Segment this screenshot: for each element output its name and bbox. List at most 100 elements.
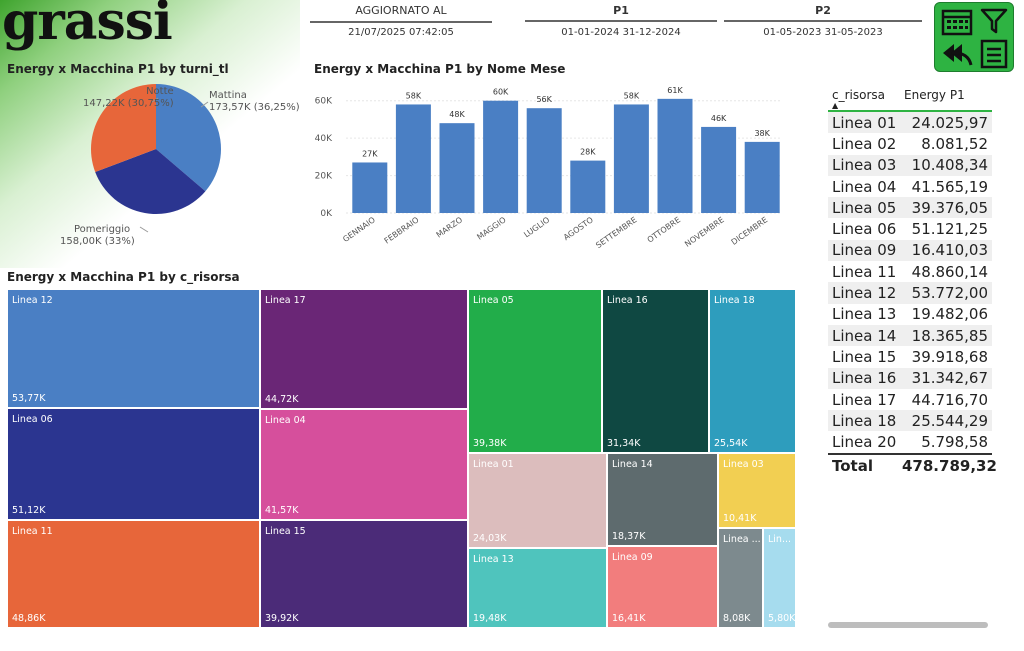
- table-row[interactable]: Linea 04 41.565,19: [828, 176, 992, 197]
- table-row[interactable]: Linea 09 16.410,03: [828, 239, 992, 262]
- treemap-tile-label: Linea 03: [723, 459, 764, 470]
- treemap-tile[interactable]: Linea 03 10,41K: [718, 453, 796, 528]
- p2-divider: [724, 20, 922, 22]
- bar-agosto[interactable]: [570, 160, 606, 213]
- table-row[interactable]: Linea 02 8.081,52: [828, 133, 992, 154]
- treemap-tile-label: Linea ...: [723, 534, 761, 545]
- treemap-tile-value: 53,77K: [12, 393, 46, 404]
- treemap-tile[interactable]: Linea 06 51,12K: [7, 408, 260, 520]
- table-row[interactable]: Linea 05 39.376,05: [828, 197, 992, 219]
- back-arrow-icon[interactable]: [940, 40, 974, 68]
- table-row[interactable]: Linea 01 24.025,97: [828, 112, 992, 134]
- bar-settembre[interactable]: [613, 104, 649, 213]
- p1-value[interactable]: 01-01-2024 31-12-2024: [561, 27, 681, 38]
- treemap-tile[interactable]: Linea 16 31,34K: [602, 289, 709, 453]
- filter-icon[interactable]: [979, 7, 1009, 35]
- treemap-tile-label: Linea 12: [12, 295, 53, 306]
- bar-luglio[interactable]: [526, 108, 562, 213]
- treemap-tile-value: 48,86K: [12, 613, 46, 624]
- treemap-tile[interactable]: Linea 14 18,37K: [607, 453, 718, 546]
- treemap-tile-label: Lin...: [768, 534, 792, 545]
- grassi-logo: grassi: [2, 0, 173, 52]
- table-row[interactable]: Linea 14 18.365,85: [828, 324, 992, 347]
- bar-data-label: 60K: [493, 88, 509, 97]
- treemap-tile-label: Linea 01: [473, 459, 514, 470]
- table-row[interactable]: Linea 03 10.408,34: [828, 154, 992, 176]
- x-tick-label: NOVEMBRE: [683, 215, 726, 249]
- table-cell-risorsa: Linea 12: [832, 284, 897, 303]
- table-row[interactable]: Linea 13 19.482,06: [828, 304, 992, 325]
- table-row[interactable]: Linea 11 48.860,14: [828, 261, 992, 282]
- updated-card: AGGIORNATO AL 21/07/2025 07:42:05: [310, 4, 492, 38]
- table-row[interactable]: Linea 12 53.772,00: [828, 282, 992, 304]
- treemap-tile[interactable]: Linea 18 25,54K: [709, 289, 796, 453]
- clear-filter-icon[interactable]: [979, 38, 1009, 70]
- treemap-tile[interactable]: Linea 04 41,57K: [260, 409, 468, 520]
- table-row[interactable]: Linea 18 25.544,29: [828, 410, 992, 432]
- bar-febbraio[interactable]: [395, 104, 431, 213]
- treemap-tile[interactable]: Linea 15 39,92K: [260, 520, 468, 628]
- table-cell-risorsa: Linea 14: [832, 326, 897, 345]
- treemap-tile[interactable]: Linea 17 44,72K: [260, 289, 468, 409]
- pie-slice-pomeriggio[interactable]: [95, 149, 206, 214]
- column-header-c-risorsa[interactable]: c_risorsa ▲: [828, 88, 890, 110]
- bar-data-label: 48K: [449, 110, 465, 119]
- x-tick-label: MARZO: [435, 215, 465, 239]
- treemap-tile[interactable]: Lin... 5,80K: [763, 528, 796, 628]
- pie-chart-title: Energy x Macchina P1 by turni_tl: [7, 62, 229, 76]
- x-tick-label: AGOSTO: [562, 215, 595, 242]
- treemap-tile[interactable]: Linea 05 39,38K: [468, 289, 602, 453]
- table-row[interactable]: Linea 17 44.716,70: [828, 389, 992, 410]
- treemap-tile-label: Linea 14: [612, 459, 653, 470]
- bar-data-label: 56K: [536, 95, 552, 104]
- treemap-tile[interactable]: Linea ... 8,08K: [718, 528, 763, 628]
- table-horizontal-scrollbar[interactable]: [828, 622, 988, 628]
- column-header-energy-p1[interactable]: Energy P1: [904, 88, 965, 102]
- treemap-tile[interactable]: Linea 09 16,41K: [607, 546, 718, 628]
- treemap-tile-label: Linea 15: [265, 526, 306, 537]
- p2-card[interactable]: P2 01-05-2023 31-05-2023: [724, 4, 922, 38]
- bar-marzo[interactable]: [439, 123, 475, 213]
- p1-label: P1: [613, 4, 629, 17]
- treemap-tile-label: Linea 09: [612, 552, 653, 563]
- bar-gennaio[interactable]: [352, 162, 388, 213]
- pie-label-pomeriggio: Pomeriggio 158,00K (33%): [60, 224, 135, 248]
- table-cell-risorsa: Linea 18: [832, 411, 897, 430]
- table-cell-risorsa: Linea 20: [832, 433, 897, 452]
- table-cell-energy: 18.365,85: [911, 326, 988, 345]
- treemap-tile[interactable]: Linea 11 48,86K: [7, 520, 260, 628]
- treemap-tile[interactable]: Linea 12 53,77K: [7, 289, 260, 408]
- bar-ottobre[interactable]: [657, 98, 693, 213]
- treemap-tile-value: 41,57K: [265, 505, 299, 516]
- treemap-tile[interactable]: Linea 13 19,48K: [468, 548, 607, 628]
- treemap-tile-label: Linea 13: [473, 554, 514, 565]
- bar-novembre[interactable]: [701, 126, 737, 213]
- table-row[interactable]: Linea 06 51.121,25: [828, 218, 992, 239]
- updated-value: 21/07/2025 07:42:05: [348, 27, 454, 38]
- p1-card[interactable]: P1 01-01-2024 31-12-2024: [525, 4, 717, 38]
- pie-slice-notte[interactable]: [90, 84, 156, 172]
- p2-value[interactable]: 01-05-2023 31-05-2023: [763, 27, 883, 38]
- calendar-icon[interactable]: [941, 8, 973, 36]
- pie-label-mattina: Mattina 173,57K (36,25%): [209, 90, 300, 114]
- table-cell-energy: 8.081,52: [921, 134, 988, 153]
- bar-data-label: 27K: [362, 149, 378, 158]
- bar-dicembre[interactable]: [744, 141, 780, 213]
- table-row[interactable]: Linea 20 5.798,58: [828, 431, 992, 452]
- treemap-title: Energy x Macchina P1 by c_risorsa: [7, 270, 240, 284]
- table-cell-energy: 51.121,25: [911, 220, 988, 239]
- pie-leader-notte: [151, 97, 159, 103]
- pie-slice-mattina[interactable]: [156, 84, 221, 192]
- table-row[interactable]: Linea 16 31.342,67: [828, 367, 992, 389]
- table-row[interactable]: Linea 15 39.918,68: [828, 346, 992, 367]
- x-tick-label: FEBBRAIO: [383, 215, 421, 245]
- bar-maggio[interactable]: [483, 100, 519, 213]
- treemap-tile-value: 31,34K: [607, 438, 641, 449]
- table-cell-risorsa: Linea 15: [832, 347, 897, 366]
- p2-label: P2: [815, 4, 831, 17]
- total-value: 478.789,32: [902, 456, 997, 475]
- treemap-tile[interactable]: Linea 01 24,03K: [468, 453, 607, 548]
- table-total-row: Total 478.789,32: [828, 452, 997, 477]
- x-tick-label: OTTOBRE: [646, 215, 683, 244]
- sort-ascending-icon[interactable]: ▲: [832, 101, 839, 110]
